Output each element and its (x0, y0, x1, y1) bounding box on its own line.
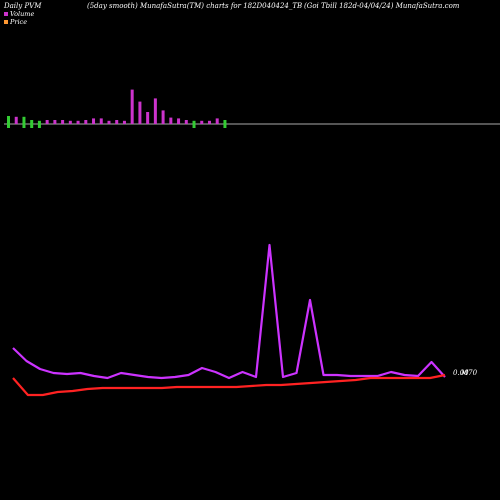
volume-value-label: M70 (460, 369, 478, 377)
volume-bar (122, 120, 126, 124)
legend-volume-swatch (4, 12, 8, 16)
volume-bar (61, 120, 65, 124)
volume-bar (22, 116, 26, 128)
volume-bar (207, 120, 211, 124)
legend-price-swatch (4, 20, 8, 24)
volume-bar (200, 120, 204, 124)
volume-bar (107, 120, 111, 124)
chart-title-right: (Goi Tbill 182d-04/04/24) MunafaSutra.co… (304, 2, 460, 10)
volume-bar (169, 117, 173, 124)
volume-bar (37, 120, 41, 128)
volume-bar (7, 116, 10, 128)
volume-bar (177, 118, 181, 124)
volume-bar (115, 120, 119, 124)
volume-bar (138, 101, 142, 124)
volume-bar (161, 110, 165, 124)
legend-price: Price (4, 18, 27, 26)
volume-bar (130, 89, 134, 124)
volume-bar (84, 120, 88, 124)
volume-bar (184, 120, 188, 124)
volume-bar (99, 118, 103, 124)
volume-bar (68, 120, 72, 124)
legend-price-label: Price (10, 18, 28, 26)
volume-bar (215, 118, 219, 124)
volume-bar (14, 116, 18, 124)
volume-bar (153, 98, 157, 124)
chart-title-center: (5day smooth) MunafaSutra(TM) charts for… (87, 2, 303, 10)
volume-bar (192, 120, 196, 128)
series-line-volume (12, 243, 446, 380)
volume-bar (146, 112, 150, 124)
price-value-label: 0.00 (453, 369, 469, 377)
volume-bars (7, 89, 227, 128)
legend-volume: Volume (4, 10, 34, 18)
series-line-price (12, 373, 446, 397)
volume-bar (223, 120, 227, 128)
volume-bar (76, 120, 80, 124)
volume-bar (53, 120, 57, 124)
volume-bar (30, 120, 34, 128)
chart-title-left: Daily PVM (4, 2, 42, 10)
volume-bar (92, 118, 96, 124)
volume-bar (45, 120, 49, 124)
legend-volume-label: Volume (10, 10, 35, 18)
